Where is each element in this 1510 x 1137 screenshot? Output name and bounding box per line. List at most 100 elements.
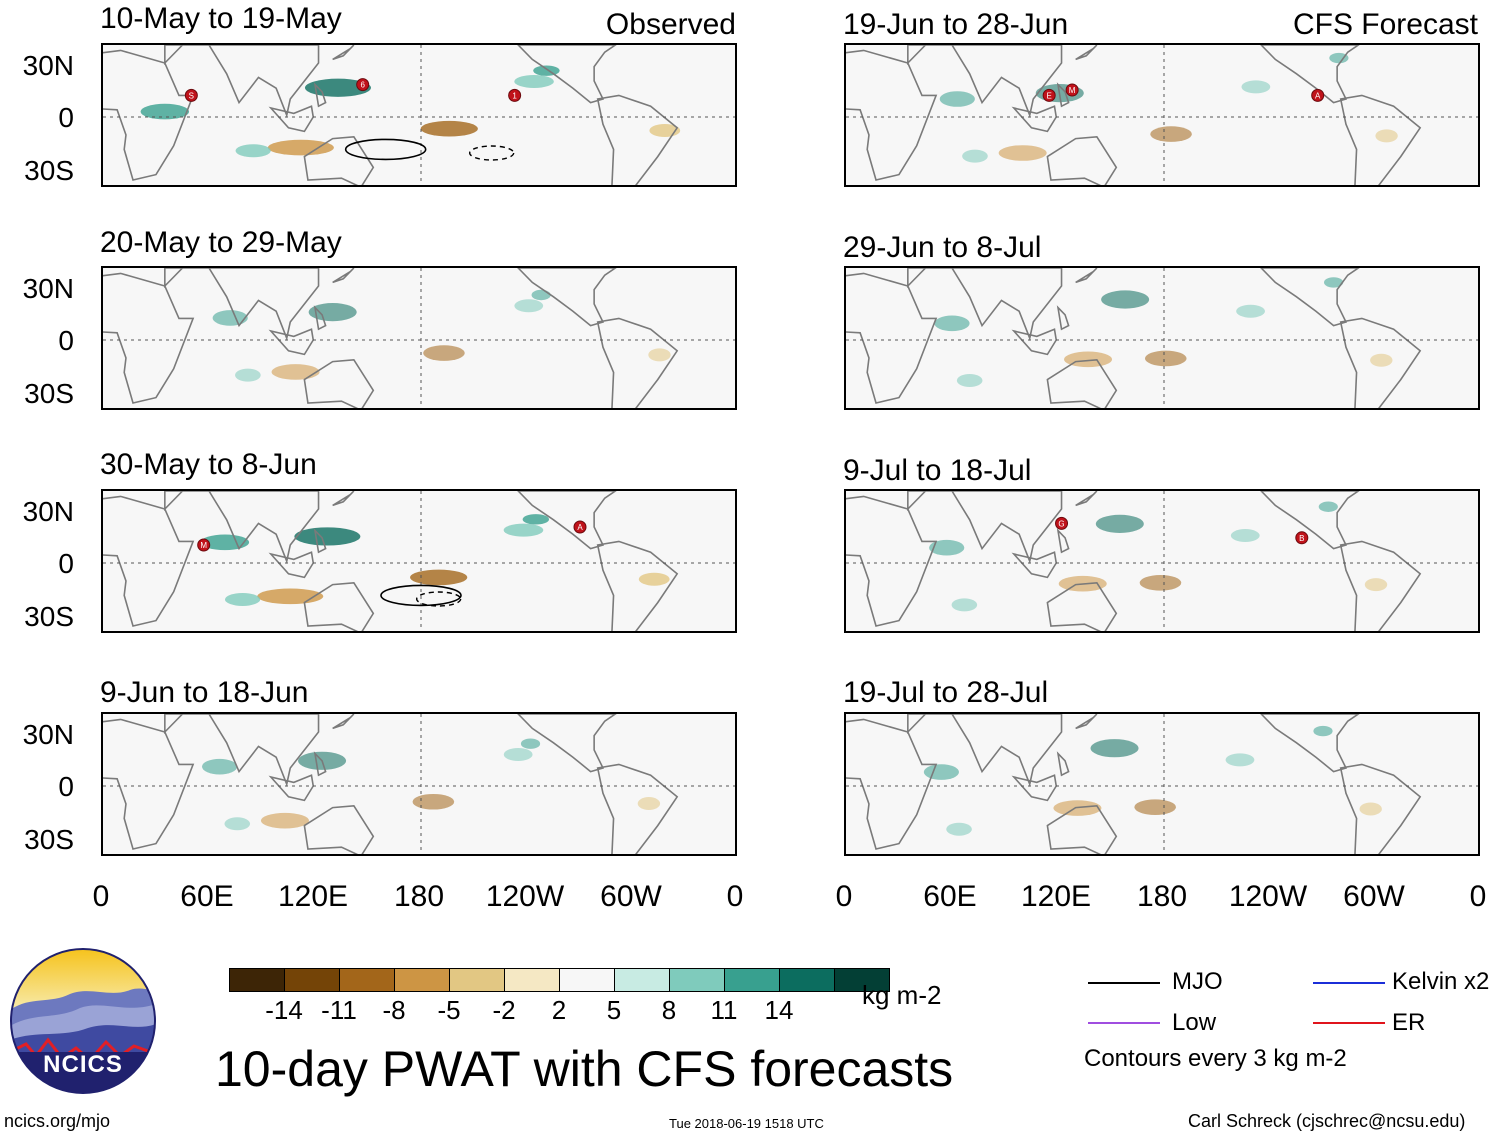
lat-label-eq: 0 (58, 102, 74, 133)
legend-line-er (1313, 1022, 1385, 1024)
colorbar-tick-label: -5 (437, 995, 461, 1025)
colorbar-tick-label: 2 (551, 995, 567, 1025)
land-outline (103, 495, 195, 627)
map-frame (844, 266, 1480, 410)
anomaly-shading (308, 303, 357, 322)
land-outline (1339, 317, 1422, 408)
colorbar-tick-label: -2 (492, 995, 516, 1025)
forecast-label: CFS Forecast (1292, 8, 1478, 41)
land-outline (332, 268, 355, 284)
anomaly-shading (1313, 725, 1333, 737)
anomaly-shading (294, 527, 361, 546)
storm-label: B (1299, 534, 1304, 543)
lat-label-30n: 30N (22, 273, 74, 304)
map-canvas (103, 714, 735, 854)
land-outline (268, 551, 315, 579)
map-canvas: S 6 1 (103, 45, 735, 185)
logo-graphic (10, 948, 156, 1094)
land-outline (907, 45, 1063, 118)
land-outline (303, 581, 375, 631)
panel-title: 19-Jul to 28-Jul (843, 676, 1049, 709)
anomaly-shading (1241, 80, 1271, 94)
anomaly-shading (514, 74, 554, 88)
land-outline (846, 495, 938, 627)
land-outline (596, 540, 679, 631)
anomaly-shading (1139, 575, 1182, 591)
colorbar-swatch (724, 968, 780, 992)
anomaly-shading (224, 592, 261, 606)
land-outline (1046, 358, 1118, 408)
land-outline (103, 49, 195, 181)
colorbar-tick-label: 5 (606, 995, 622, 1025)
anomaly-shading (1225, 753, 1255, 767)
land-outline (1260, 45, 1360, 104)
land-outline (517, 714, 617, 773)
lat-label-30s: 30S (24, 601, 74, 632)
land-outline (164, 268, 320, 341)
anomaly-shading (1095, 514, 1144, 533)
anomaly-shading (531, 289, 551, 301)
land-outline (846, 272, 938, 404)
map-canvas: GB (846, 491, 1478, 631)
anomaly-shading (520, 738, 541, 749)
colorbar-swatch (449, 968, 505, 992)
storm-label: S (189, 91, 194, 100)
panel-title: 29-Jun to 8-Jul (843, 231, 1042, 264)
anomaly-shading (1144, 350, 1187, 367)
land-outline (1056, 528, 1070, 554)
anomaly-shading (637, 797, 661, 811)
land-outline (1011, 105, 1058, 133)
anomaly-shading (533, 65, 560, 76)
land-outline (517, 45, 617, 104)
map-frame (844, 712, 1480, 856)
land-outline (1339, 94, 1422, 185)
storm-marker: G (1055, 516, 1069, 530)
panel-title: 10-May to 19-May (100, 2, 342, 35)
anomaly-shading (503, 523, 544, 537)
anomaly-shading (1324, 277, 1344, 288)
lat-label-30n: 30N (22, 496, 74, 527)
land-outline (907, 491, 1063, 564)
anomaly-shading (1370, 353, 1393, 367)
storm-label: A (577, 523, 583, 532)
land-outline (313, 305, 327, 331)
anomaly-shading (1329, 52, 1349, 64)
land-outline (517, 268, 617, 327)
anomaly-shading (962, 149, 988, 163)
land-outline (907, 714, 1063, 787)
land-outline (846, 718, 938, 850)
land-outline (268, 774, 315, 802)
anomaly-shading (140, 103, 190, 120)
lon-label-60w: 60W (1343, 880, 1405, 913)
lon-label-0: 0 (835, 880, 853, 913)
land-outline (303, 358, 375, 408)
anomaly-shading (956, 374, 983, 387)
storm-marker: S (184, 88, 198, 102)
land-outline (268, 105, 315, 133)
anomaly-shading (1230, 529, 1260, 543)
lat-label-30s: 30S (24, 378, 74, 409)
lat-label-30s: 30S (24, 155, 74, 186)
land-outline (1075, 45, 1098, 61)
land-outline (164, 714, 320, 787)
land-outline (313, 82, 327, 108)
colorbar-swatch (284, 968, 340, 992)
map-canvas: EMA (846, 45, 1478, 185)
land-outline (332, 45, 355, 61)
storm-marker: E (1042, 88, 1056, 102)
anomaly-shading (503, 748, 533, 761)
anomaly-shading (946, 822, 972, 836)
mjo-contour (344, 138, 427, 161)
footer-credit: Carl Schreck (cjschrec@ncsu.edu) (1188, 1111, 1466, 1131)
storm-label: M (200, 541, 207, 550)
legend-note: Contours every 3 kg m-2 (1084, 1045, 1347, 1072)
logo-text: NCICS (43, 1051, 123, 1078)
land-outline (332, 714, 355, 730)
colorbar-swatch (614, 968, 670, 992)
panel-title: 9-Jul to 18-Jul (843, 454, 1032, 487)
ncics-logo: NCICS (10, 948, 156, 1094)
lon-label-180: 180 (1136, 880, 1188, 913)
anomaly-shading (1364, 578, 1388, 592)
